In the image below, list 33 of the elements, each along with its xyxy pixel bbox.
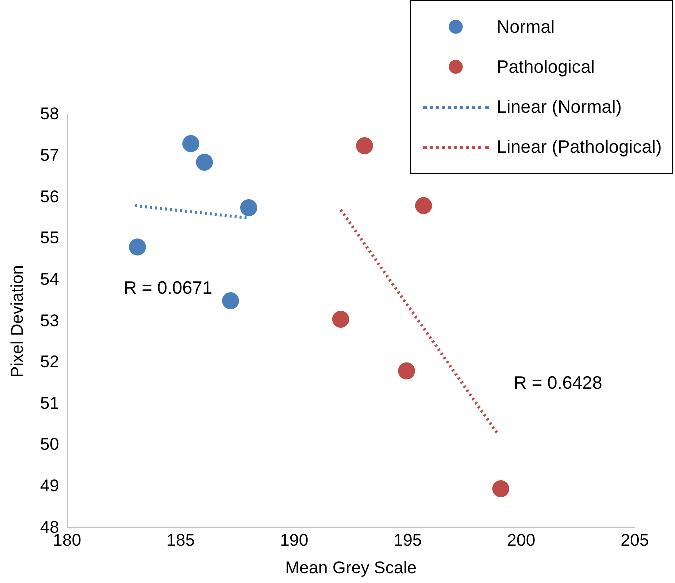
x-tick-label: 195: [394, 531, 422, 550]
point: [492, 480, 510, 498]
y-tick-label: 58: [40, 104, 60, 124]
x-tick-label: 205: [620, 531, 650, 550]
point: [332, 311, 350, 328]
y-tick-label: 50: [40, 435, 60, 454]
legend-label: Linear (Normal): [496, 96, 622, 118]
annotation: R = 0.6428: [514, 372, 603, 393]
y-tick-label: 49: [40, 476, 60, 496]
y-axis-title: Pixel Deviation: [8, 265, 27, 378]
y-tick-label: 53: [40, 311, 60, 330]
x-tick-label: 185: [166, 531, 196, 550]
legend-label: Pathological: [496, 56, 595, 78]
y-tick-label: 54: [40, 270, 60, 289]
point: [415, 197, 432, 214]
point: [129, 238, 146, 256]
point: [222, 292, 240, 310]
y-tick-label: 51: [40, 394, 60, 413]
x-axis-title: Mean Grey Scale: [285, 558, 417, 578]
legend-label: Normal: [496, 16, 555, 38]
y-tick-label: 56: [40, 187, 60, 206]
point: [196, 154, 214, 172]
x-tick-label: 190: [280, 531, 309, 550]
legend-label: Linear (Pathological): [496, 136, 662, 158]
annotation: R = 0.0671: [124, 278, 213, 298]
y-tick-label: 52: [40, 352, 60, 372]
point: [182, 135, 200, 152]
x-tick-label: 200: [507, 531, 536, 550]
point: [398, 362, 416, 380]
y-tick-label: 57: [40, 146, 60, 166]
point: [240, 199, 258, 216]
y-tick-label: 55: [40, 228, 60, 248]
point: [356, 137, 374, 154]
